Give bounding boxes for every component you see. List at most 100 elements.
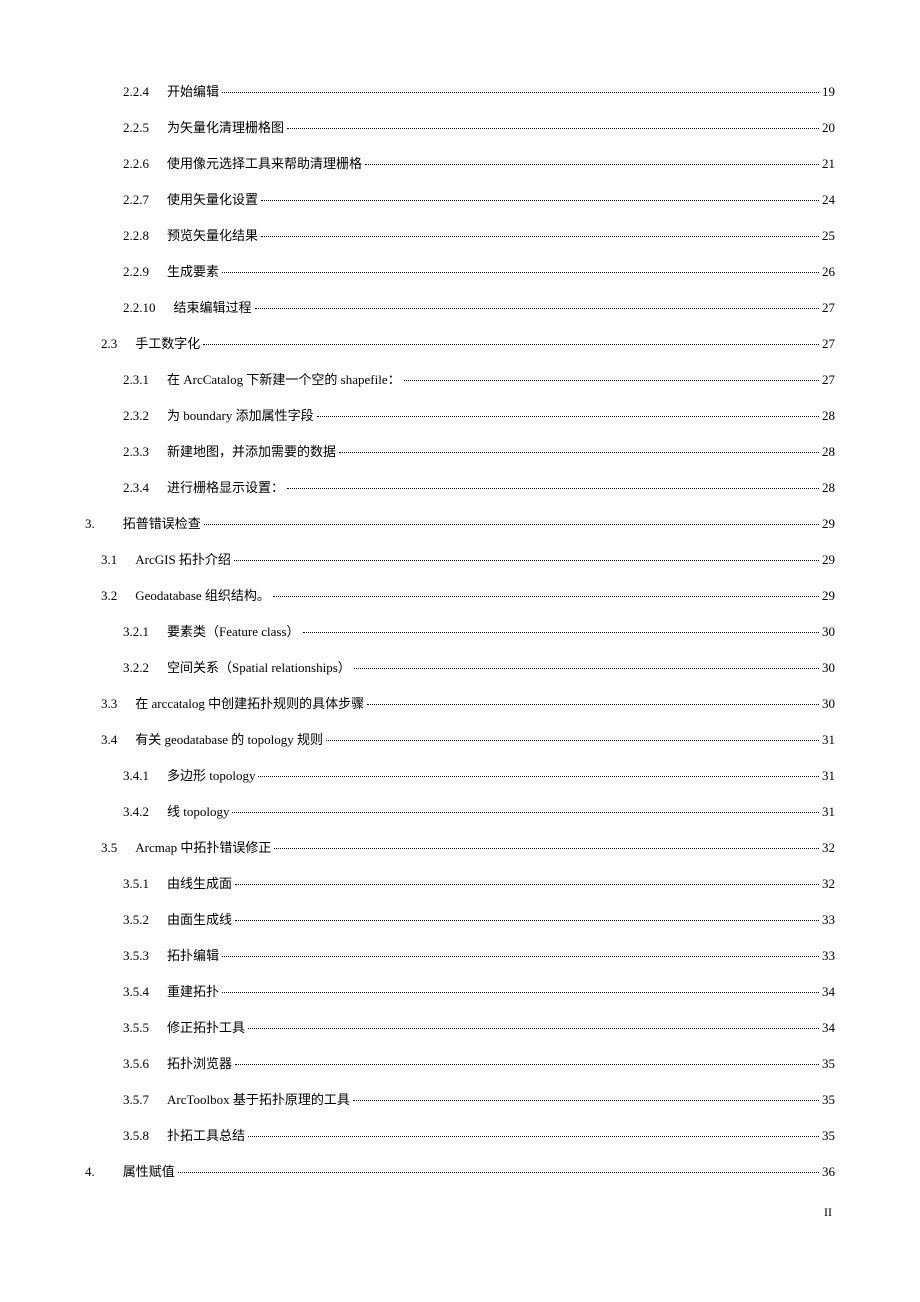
- toc-entry: 3.5.2由面生成线33: [85, 913, 835, 926]
- toc-leader-dots: [365, 164, 819, 165]
- toc-leader-dots: [354, 668, 819, 669]
- toc-entry: 2.2.7使用矢量化设置24: [85, 193, 835, 206]
- toc-leader-dots: [235, 920, 819, 921]
- toc-number: 3.4.2: [123, 805, 149, 818]
- toc-leader-dots: [178, 1172, 819, 1173]
- toc-title: 拓普错误检查: [123, 517, 201, 530]
- toc-title: 重建拓扑: [167, 985, 219, 998]
- toc-title: 为 boundary 添加属性字段: [167, 409, 314, 422]
- toc-leader-dots: [303, 632, 819, 633]
- toc-number: 3.5.2: [123, 913, 149, 926]
- toc-page: 29: [822, 553, 835, 566]
- toc-title: 生成要素: [167, 265, 219, 278]
- toc-page: 28: [822, 445, 835, 458]
- toc-number: 2.2.6: [123, 157, 149, 170]
- toc-leader-dots: [222, 992, 819, 993]
- toc-page: 27: [822, 337, 835, 350]
- toc-entry: 4.属性赋值 36: [85, 1165, 835, 1178]
- toc-title: Geodatabase 组织结构。: [135, 589, 270, 602]
- toc-entry: 3.2.1要素类（Feature class） 30: [85, 625, 835, 638]
- toc-entry: 3.3在 arccatalog 中创建拓扑规则的具体步骤 30: [85, 697, 835, 710]
- toc-number: 2.3.4: [123, 481, 149, 494]
- toc-number: 2.2.4: [123, 85, 149, 98]
- toc-title: 为矢量化清理栅格图: [167, 121, 284, 134]
- toc-page: 20: [822, 121, 835, 134]
- toc-page: 29: [822, 517, 835, 530]
- toc-number: 2.3.3: [123, 445, 149, 458]
- toc-page: 27: [822, 301, 835, 314]
- toc-entry: 3.5.4重建拓扑34: [85, 985, 835, 998]
- toc-entry: 3.5.3拓扑编辑33: [85, 949, 835, 962]
- toc-page: 35: [822, 1057, 835, 1070]
- toc-entry: 3.5.6 拓扑浏览器 35: [85, 1057, 835, 1070]
- toc-entry: 3.5.5修正拓扑工具34: [85, 1021, 835, 1034]
- toc-title: 多边形 topology: [167, 769, 255, 782]
- toc-number: 3.2.2: [123, 661, 149, 674]
- toc-number: 4.: [85, 1165, 95, 1178]
- toc-entry: 3.5.1由线生成面32: [85, 877, 835, 890]
- toc-leader-dots: [248, 1136, 819, 1137]
- toc-entry: 2.2.6使用像元选择工具来帮助清理栅格21: [85, 157, 835, 170]
- toc-number: 3.5.6: [123, 1057, 149, 1070]
- toc-leader-dots: [287, 128, 819, 129]
- toc-number: 3.5: [101, 841, 117, 854]
- toc-number: 3.5.1: [123, 877, 149, 890]
- toc-leader-dots: [404, 380, 819, 381]
- toc-leader-dots: [203, 344, 819, 345]
- toc-number: 2.2.5: [123, 121, 149, 134]
- toc-page: 36: [822, 1165, 835, 1178]
- toc-leader-dots: [204, 524, 819, 525]
- toc-entry: 2.2.4开始编辑19: [85, 85, 835, 98]
- toc-number: 3.1: [101, 553, 117, 566]
- toc-title: ArcToolbox 基于拓扑原理的工具: [167, 1093, 350, 1106]
- toc-number: 3.: [85, 517, 95, 530]
- toc-entry: 3.4.1多边形 topology 31: [85, 769, 835, 782]
- toc-number: 3.5.4: [123, 985, 149, 998]
- toc-title: 在 ArcCatalog 下新建一个空的 shapefile：: [167, 373, 401, 386]
- toc-number: 3.5.7: [123, 1093, 149, 1106]
- toc-title: 线 topology: [167, 805, 229, 818]
- toc-leader-dots: [235, 884, 819, 885]
- toc-entry: 3.5.8扑拓工具总结35: [85, 1129, 835, 1142]
- toc-entry: 3. 拓普错误检查 29: [85, 517, 835, 530]
- toc-entry: 3.2 Geodatabase 组织结构。 29: [85, 589, 835, 602]
- toc-number: 3.2: [101, 589, 117, 602]
- toc-leader-dots: [235, 1064, 819, 1065]
- toc-entry: 2.3.1在 ArcCatalog 下新建一个空的 shapefile： 27: [85, 373, 835, 386]
- toc-entry: 3.4.2 线 topology 31: [85, 805, 835, 818]
- toc-entry: 3.1 ArcGIS 拓扑介绍 29: [85, 553, 835, 566]
- toc-title: 要素类（Feature class）: [167, 625, 300, 638]
- toc-page: 33: [822, 913, 835, 926]
- toc-leader-dots: [353, 1100, 819, 1101]
- toc-title: ArcGIS 拓扑介绍: [135, 553, 231, 566]
- toc-number: 2.2.9: [123, 265, 149, 278]
- toc-leader-dots: [326, 740, 819, 741]
- toc-page: 31: [822, 733, 835, 746]
- toc-title: 有关 geodatabase 的 topology 规则: [135, 733, 323, 746]
- toc-title: 手工数字化: [135, 337, 200, 350]
- toc-page: 31: [822, 805, 835, 818]
- toc-number: 3.5.3: [123, 949, 149, 962]
- toc-title: 结束编辑过程: [174, 301, 252, 314]
- toc-number: 3.5.8: [123, 1129, 149, 1142]
- toc-leader-dots: [339, 452, 819, 453]
- toc-number: 3.4: [101, 733, 117, 746]
- toc-page: 31: [822, 769, 835, 782]
- toc-page: 29: [822, 589, 835, 602]
- toc-page: 25: [822, 229, 835, 242]
- toc-leader-dots: [261, 236, 819, 237]
- toc-page: 28: [822, 409, 835, 422]
- toc-title: 新建地图，并添加需要的数据: [167, 445, 336, 458]
- toc-number: 2.2.7: [123, 193, 149, 206]
- toc-leader-dots: [317, 416, 819, 417]
- toc-title: 由线生成面: [167, 877, 232, 890]
- toc-leader-dots: [274, 848, 819, 849]
- toc-title: 预览矢量化结果: [167, 229, 258, 242]
- toc-title: 开始编辑: [167, 85, 219, 98]
- toc-entry: 2.2.9生成要素26: [85, 265, 835, 278]
- toc-title: 拓扑浏览器: [167, 1057, 232, 1070]
- toc-title: 拓扑编辑: [167, 949, 219, 962]
- toc-entry: 2.3.2为 boundary 添加属性字段 28: [85, 409, 835, 422]
- toc-entry: 2.2.8预览矢量化结果25: [85, 229, 835, 242]
- toc-title: 扑拓工具总结: [167, 1129, 245, 1142]
